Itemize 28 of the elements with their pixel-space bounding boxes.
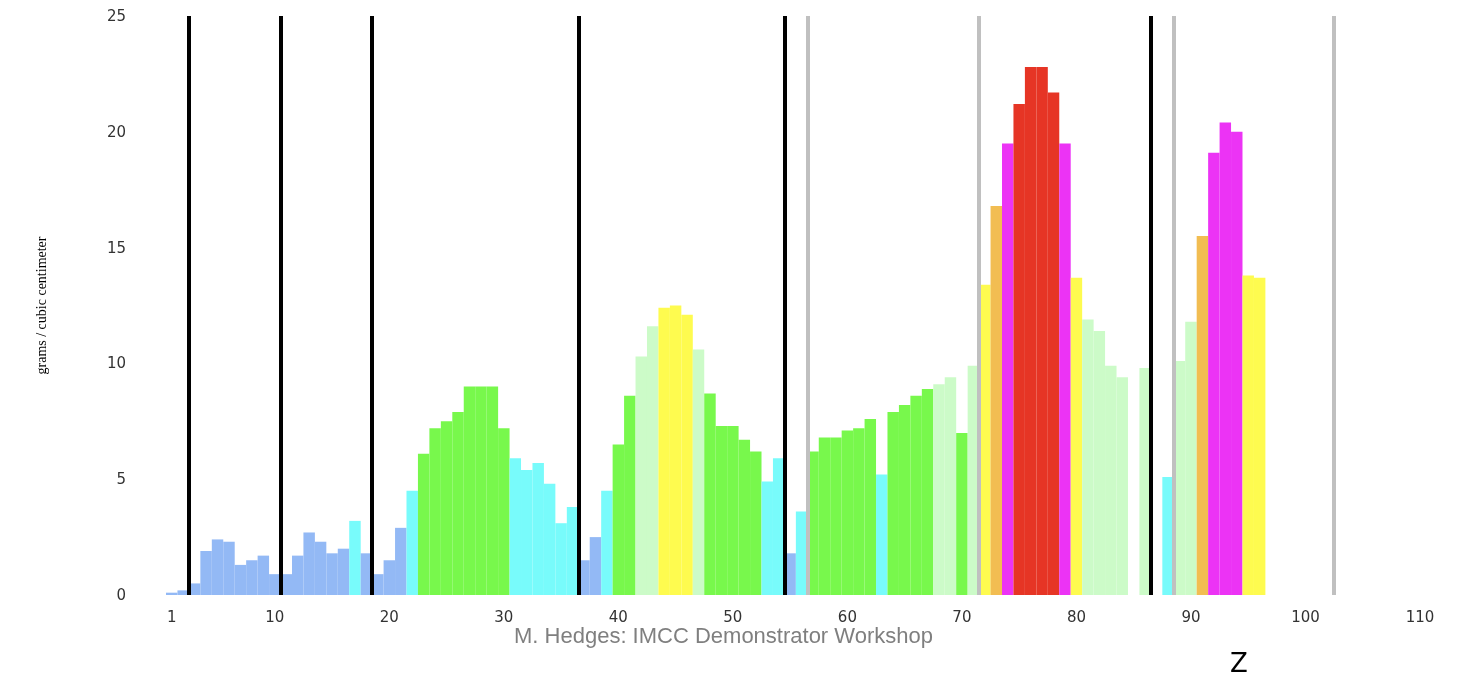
x-tick-label: 70 [952, 607, 972, 626]
y-axis-title: grams / cubic centimeter [33, 236, 49, 375]
x-tick-label: 1 [166, 607, 177, 626]
bar [1059, 143, 1071, 595]
bar [406, 490, 418, 595]
x-tick-label: 80 [1066, 607, 1086, 626]
bar [1002, 143, 1014, 595]
y-tick-label: 0 [116, 586, 126, 604]
bar [601, 490, 613, 595]
y-tick-label: 15 [106, 238, 126, 257]
x-tick-label: 90 [1181, 607, 1201, 626]
bar [349, 520, 361, 595]
y-tick-label: 20 [106, 122, 126, 141]
bar [1070, 277, 1083, 595]
x-tick-label: 10 [265, 607, 285, 626]
bar [956, 432, 968, 595]
y-tick-label: 10 [106, 354, 126, 373]
x-tick-label: 110 [1405, 607, 1435, 626]
y-tick-label: 25 [106, 7, 126, 25]
y-tick-label: 5 [116, 470, 126, 489]
bar [876, 474, 888, 595]
x-tick-label: 30 [494, 607, 514, 626]
bar [692, 349, 705, 595]
bar [990, 205, 1002, 595]
x-tick-label: 100 [1291, 607, 1320, 626]
x-tick-label: 20 [379, 607, 399, 626]
x-axis-title: Z [1230, 648, 1248, 678]
bar [1196, 236, 1209, 595]
